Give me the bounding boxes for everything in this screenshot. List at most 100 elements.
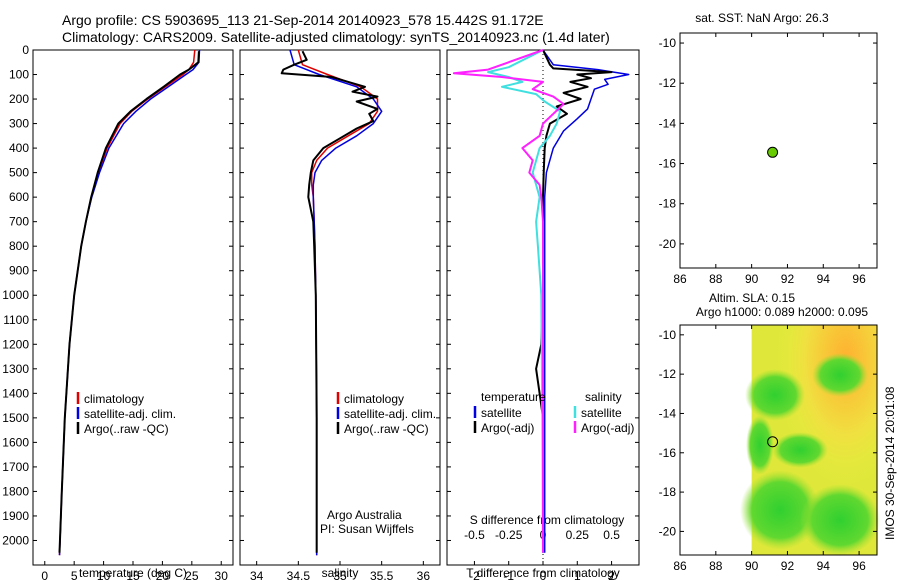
difference-series-line <box>542 49 630 553</box>
sla-map-field-blob <box>772 432 828 468</box>
sst-map-xtick-label: 92 <box>781 272 795 286</box>
salinity-series-line <box>280 50 379 553</box>
temperature-xtick-label: 30 <box>215 569 229 580</box>
difference-xtick-label: -1 <box>503 569 514 580</box>
difference-series-line <box>452 49 565 553</box>
sst-map-xtick-label: 94 <box>817 272 831 286</box>
salinity-xtick-label: 35 <box>333 569 347 580</box>
depth-tick-label: 1500 <box>2 411 29 425</box>
temperature-xtick-label: 5 <box>71 569 78 580</box>
temperature-panel: 0100200300400500600700800900100011001200… <box>2 43 234 580</box>
depth-tick-label: 400 <box>9 141 29 155</box>
sla-map-field-blob <box>746 415 774 475</box>
s-difference-axis-label: S difference from climatology <box>470 513 625 527</box>
depth-tick-label: 1700 <box>2 460 29 474</box>
sla-map-float-marker <box>767 436 779 448</box>
depth-tick-label: 300 <box>9 117 29 131</box>
salinity-axis-label: salinity <box>322 566 359 580</box>
difference-xtick-label: -2 <box>469 569 480 580</box>
temperature-frame <box>32 49 234 566</box>
salinity-xtick-label: 35.5 <box>370 569 394 580</box>
s-difference-tick-label: -0.25 <box>495 528 523 542</box>
depth-tick-label: 1000 <box>2 288 29 302</box>
salinity-xtick-label: 34 <box>250 569 264 580</box>
sla-map-ytick-label: -10 <box>659 328 677 342</box>
sla-map-field-blob <box>745 369 805 421</box>
sla-map-xtick-label: 96 <box>852 559 866 573</box>
sla-map-xtick-label: 90 <box>745 559 759 573</box>
sst-map-ytick-label: -12 <box>659 76 677 90</box>
depth-tick-label: 2000 <box>2 533 29 547</box>
sla-map-field-blob <box>740 470 820 550</box>
depth-tick-label: 1900 <box>2 509 29 523</box>
temperature-legend-entry-label: climatology <box>84 392 144 406</box>
depth-tick-label: 1800 <box>2 484 29 498</box>
depth-tick-label: 1200 <box>2 337 29 351</box>
difference-xtick-label: 1 <box>574 569 581 580</box>
difference-xtick-label: 2 <box>608 569 615 580</box>
sla-map-title-line2: Argo h1000: 0.089 h2000: 0.095 <box>696 305 868 319</box>
depth-tick-label: 900 <box>9 264 29 278</box>
sla-map-xtick-label: 92 <box>781 559 795 573</box>
sla-map-frame <box>679 324 878 556</box>
sst-map-frame <box>679 32 878 269</box>
sst-map-ytick-label: -20 <box>659 237 677 251</box>
sst-map-title: sat. SST: NaN Argo: 26.3 <box>695 11 829 25</box>
temperature-xtick-label: 20 <box>156 569 170 580</box>
sst-map-background <box>680 33 877 268</box>
sla-map-ytick-label: -14 <box>659 406 677 420</box>
sla-map-ytick-label: -12 <box>659 367 677 381</box>
temperature-legend-entry-label: Argo(..raw -QC) <box>84 422 169 436</box>
difference-legend-entry-label: Argo(-adj) <box>581 421 634 435</box>
imos-timestamp-label: IMOS 30-Sep-2014 20:01:08 <box>883 386 897 540</box>
temperature-legend-entry-label: satellite-adj. clim. <box>84 407 176 421</box>
sst-map-xtick-label: 86 <box>673 272 687 286</box>
climatology-title: Climatology: CARS2009. Satellite-adjuste… <box>62 29 610 45</box>
salinity-xtick-label: 34.5 <box>287 569 311 580</box>
sla-map-field-blob <box>812 353 868 397</box>
sla-map-xtick-label: 94 <box>817 559 831 573</box>
sla-map-xtick-label: 88 <box>709 559 723 573</box>
temperature-xtick-label: 25 <box>185 569 199 580</box>
temperature-xtick-label: 0 <box>41 569 48 580</box>
difference-panel: -2 -1 0 1 2-0.5 -0.25 0 0.25 0.5S difference fro… <box>446 49 640 580</box>
salinity-legend-entry-label: climatology <box>344 392 404 406</box>
sla-map-panel: 86 88 90 92 94 96 -10 -12 -14 -16 -18 -20 Altim. SLA… <box>659 291 880 573</box>
s-difference-tick-label: 0.5 <box>603 528 620 542</box>
temperature-axis-label: temperature (deg C) <box>79 566 187 580</box>
sst-map-xtick-label: 90 <box>745 272 759 286</box>
depth-tick-label: 1300 <box>2 362 29 376</box>
salinity-panel: 34 34.5 35 35.5 36 climatologysatellite-adj. … <box>239 49 441 580</box>
sla-map-field-blob <box>800 484 880 556</box>
sla-map-title-line1: Altim. SLA: 0.15 <box>709 291 795 305</box>
temperature-legend-title: temperature <box>481 390 546 404</box>
difference-legend-entry-label: satellite <box>481 406 522 420</box>
sst-map-panel: 86 88 90 92 94 96 -10 -12 -14 -16 -18 -20 sat. SST: … <box>659 11 878 286</box>
sla-map-ytick-label: -20 <box>659 524 677 538</box>
depth-tick-label: 1100 <box>3 313 29 327</box>
depth-tick-label: 1400 <box>2 386 29 400</box>
depth-tick-label: 800 <box>9 239 29 253</box>
depth-tick-label: 200 <box>9 92 29 106</box>
salinity-legend-entry-label: Argo(..raw -QC) <box>344 422 429 436</box>
temperature-xtick-label: 15 <box>126 569 140 580</box>
depth-tick-label: 100 <box>9 68 29 82</box>
temperature-series-line <box>58 51 200 553</box>
depth-tick-label: 0 <box>22 43 29 57</box>
sla-map-xtick-label: 86 <box>673 559 687 573</box>
salinity-frame <box>239 49 441 566</box>
sla-map-ytick-label: -16 <box>659 446 677 460</box>
sst-map-ytick-label: -10 <box>659 36 677 50</box>
sla-map-ytick-label: -18 <box>659 485 677 499</box>
sst-map-ytick-label: -16 <box>659 157 677 171</box>
sst-map-xtick-label: 96 <box>852 272 866 286</box>
difference-xtick-label: 0 <box>540 569 547 580</box>
depth-tick-label: 700 <box>9 215 29 229</box>
s-difference-tick-label: 0.25 <box>566 528 590 542</box>
depth-tick-label: 1600 <box>2 435 29 449</box>
sst-map-ytick-label: -14 <box>659 116 677 130</box>
salinity-xtick-label: 36 <box>417 569 431 580</box>
depth-tick-label: 500 <box>9 166 29 180</box>
profile-title: Argo profile: CS 5903695_113 21-Sep-2014… <box>62 12 544 28</box>
